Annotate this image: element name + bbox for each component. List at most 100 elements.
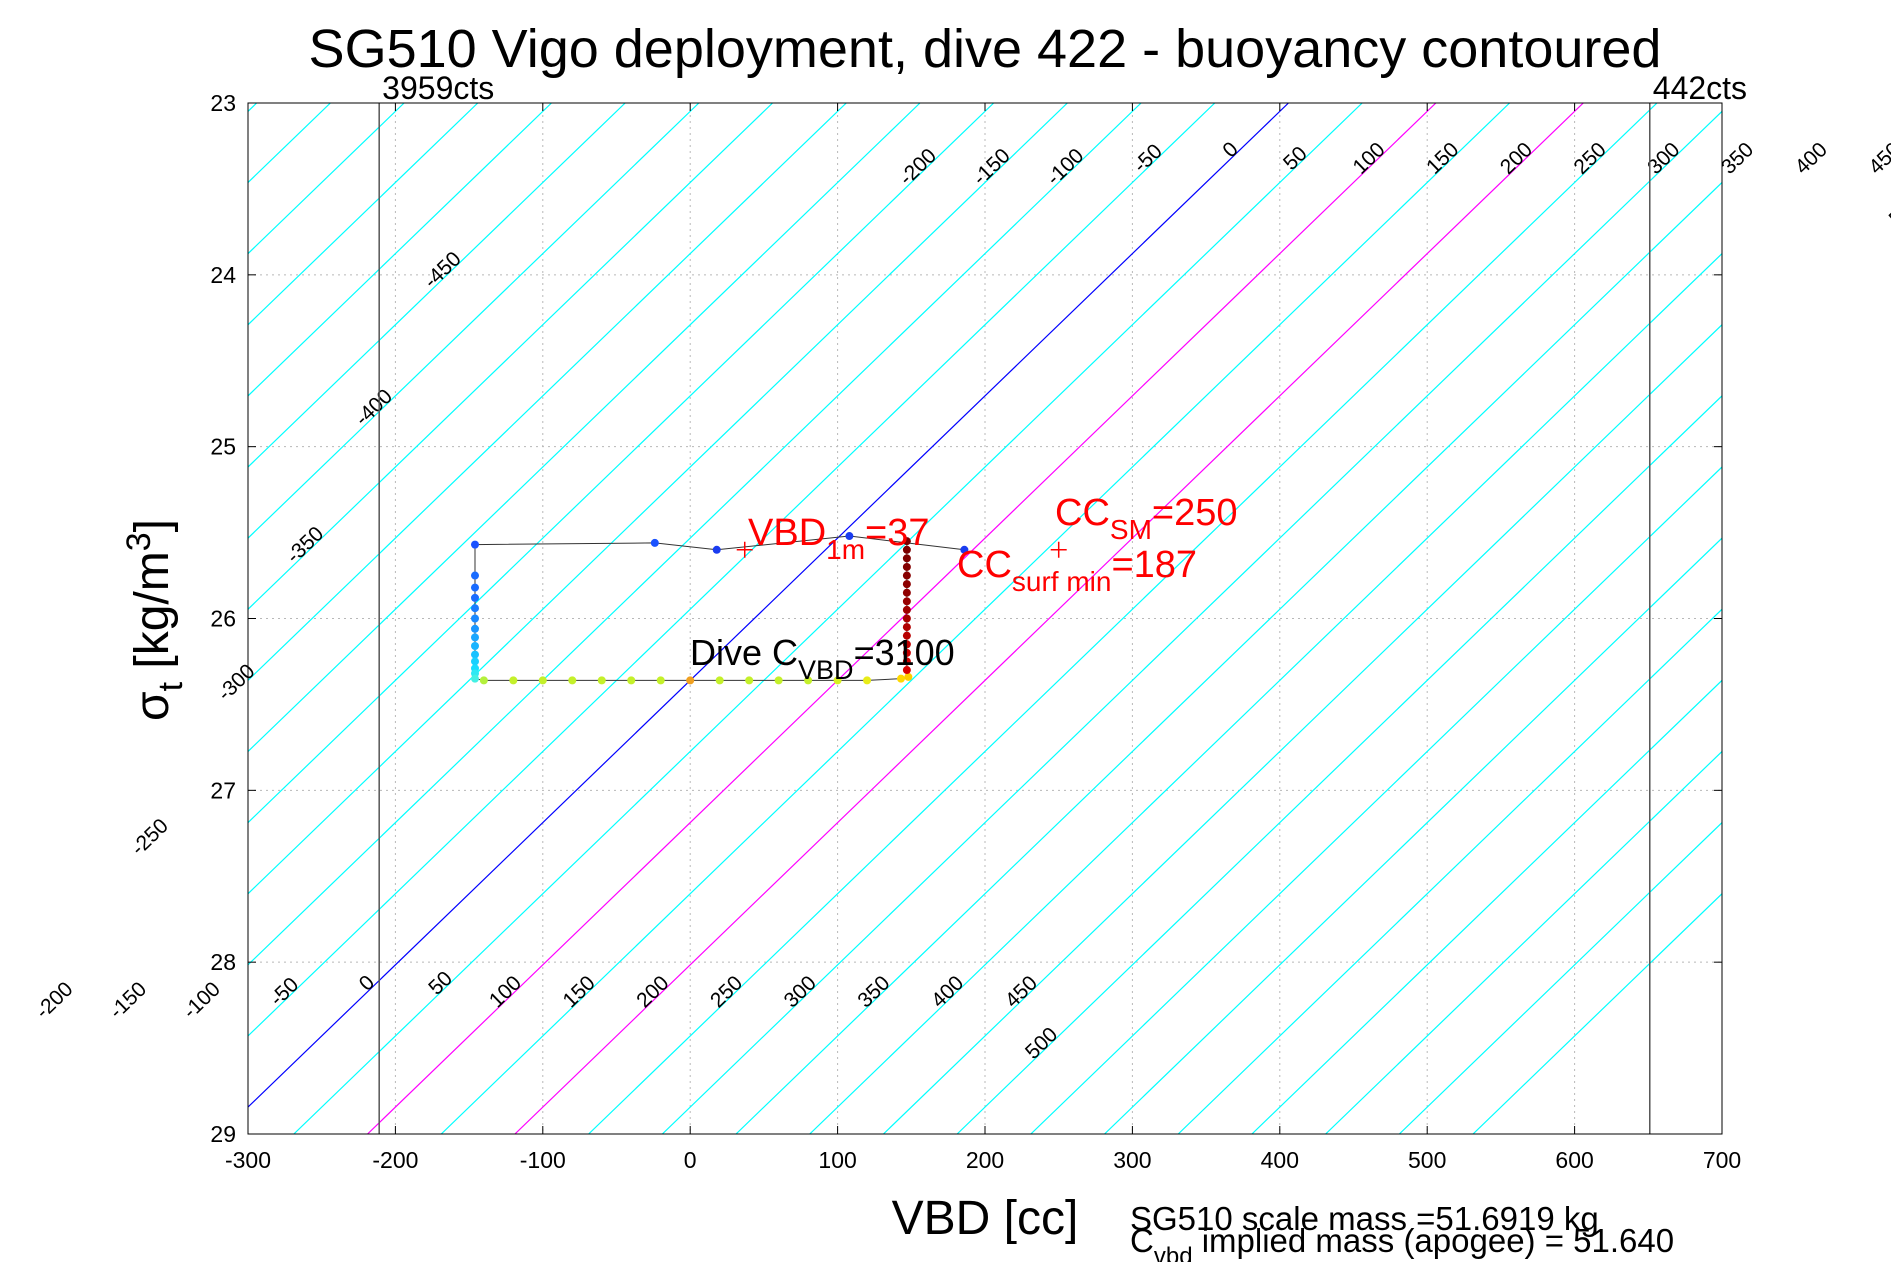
- y-tick-label: 23: [210, 90, 236, 116]
- contour-line: [1030, 466, 1722, 1134]
- contour-label: 350: [1717, 138, 1758, 179]
- contour-line: [248, 103, 1068, 895]
- annotation-dive-c-vbd: Dive CVBD=3100: [690, 632, 955, 685]
- x-tick-label: -200: [372, 1147, 418, 1173]
- contour-label: -150: [105, 978, 151, 1024]
- count-limit-lines: 3959cts 442cts: [378, 70, 1747, 1134]
- data-point: [470, 583, 479, 592]
- contour-line: [248, 103, 995, 824]
- data-point: [902, 597, 911, 606]
- annotation-cc-sm-pre: CC: [1055, 492, 1110, 534]
- contour-line: [1325, 750, 1722, 1134]
- data-point: [470, 614, 479, 623]
- data-point: [470, 650, 479, 659]
- contour-line: [248, 103, 626, 468]
- x-tick-label: 100: [818, 1147, 856, 1173]
- grid: [248, 103, 1722, 1134]
- footer-implied-sub: vbd: [1154, 1243, 1193, 1262]
- contour-line: [248, 103, 847, 682]
- data-point: [902, 614, 911, 623]
- contour-label: 450: [1864, 138, 1891, 179]
- dive-trace: [470, 532, 969, 685]
- y-tick-label: 24: [210, 262, 236, 288]
- x-tick-label: 600: [1555, 1147, 1593, 1173]
- contour-label: 400: [1791, 138, 1832, 179]
- data-point: [902, 623, 911, 632]
- contour-label: -250: [127, 814, 173, 860]
- contour-line: [248, 103, 552, 397]
- data-point: [902, 648, 911, 657]
- data-point: [597, 676, 606, 685]
- contour-line: [1398, 821, 1722, 1134]
- annotation-cc-sm: CCSM=250: [1055, 492, 1237, 545]
- plus-marker: [1050, 541, 1067, 558]
- data-point: [715, 676, 724, 685]
- data-point: [960, 545, 969, 554]
- data-point: [470, 633, 479, 642]
- y-tick-label: 26: [210, 606, 236, 632]
- data-point: [833, 676, 842, 685]
- y-label-sup: 3: [120, 532, 158, 551]
- data-point: [902, 588, 911, 597]
- data-point: [902, 554, 911, 563]
- data-point: [686, 676, 695, 685]
- contour-line: [1177, 608, 1722, 1134]
- data-point: [902, 640, 911, 649]
- data-point: [902, 605, 911, 614]
- contour-line: [1251, 679, 1722, 1134]
- data-point: [902, 580, 911, 589]
- data-point: [863, 676, 872, 685]
- count-limit-label: 3959cts: [382, 70, 494, 106]
- data-point: [470, 540, 479, 549]
- y-label-sub: t: [152, 681, 190, 691]
- contour-line: [661, 110, 1722, 1134]
- annotation-vbd-1m-sub: 1m: [826, 534, 865, 565]
- contour-line: [588, 103, 1658, 1134]
- axis-ticks: -300 -200 -100 0 100 200 300 400 500 600 700 23 24 25…: [210, 90, 1741, 1173]
- data-point: [902, 562, 911, 571]
- y-label-unit: [kg/m: [126, 551, 179, 682]
- annotation-cc-surf-sub: surf min: [1012, 566, 1112, 597]
- data-point: [470, 641, 479, 650]
- data-point: [470, 593, 479, 602]
- annotation-cc-sm-post: =250: [1152, 492, 1238, 534]
- y-tick-label: 29: [210, 1121, 236, 1147]
- x-tick-label: 200: [966, 1147, 1004, 1173]
- data-point: [902, 666, 911, 675]
- data-point: [650, 538, 659, 547]
- data-point: [774, 676, 783, 685]
- x-tick-label: 500: [1408, 1147, 1446, 1173]
- contour-line: [248, 103, 479, 326]
- annotation-cc-surf-pre: CC: [957, 544, 1012, 586]
- annotation-vbd-1m-post: =37: [865, 512, 929, 554]
- footer-scale-mass: SG510 scale mass =51.6919 kg: [1130, 1200, 1599, 1237]
- contour-line: [248, 103, 700, 539]
- data-point: [656, 676, 665, 685]
- contour-line: [248, 103, 773, 611]
- data-point: [509, 676, 518, 685]
- data-point: [712, 545, 721, 554]
- contour-line: [293, 103, 1363, 1134]
- data-point: [896, 674, 905, 683]
- y-tick-label: 27: [210, 777, 236, 803]
- data-point: [902, 537, 911, 546]
- contour-line: [956, 395, 1722, 1134]
- data-point: [479, 676, 488, 685]
- contour-line: [1472, 892, 1722, 1134]
- annotation-dive-c-pre: Dive C: [690, 632, 798, 673]
- contour-label: 500: [1885, 190, 1891, 231]
- data-point: [904, 672, 913, 681]
- data-point: [902, 545, 911, 554]
- contour-line: [440, 103, 1510, 1134]
- x-tick-label: 0: [684, 1147, 697, 1173]
- contour-line: [248, 103, 1216, 1037]
- y-label-main: σ: [126, 691, 179, 721]
- contour-line: [514, 103, 1584, 1134]
- contour-line: [735, 181, 1722, 1134]
- plus-marker: [736, 541, 753, 558]
- contour-line: [248, 103, 921, 753]
- y-axis-label: σt [kg/m3]: [120, 519, 190, 721]
- y-label-close: ]: [126, 519, 179, 532]
- count-limit-label: 442cts: [1653, 70, 1747, 106]
